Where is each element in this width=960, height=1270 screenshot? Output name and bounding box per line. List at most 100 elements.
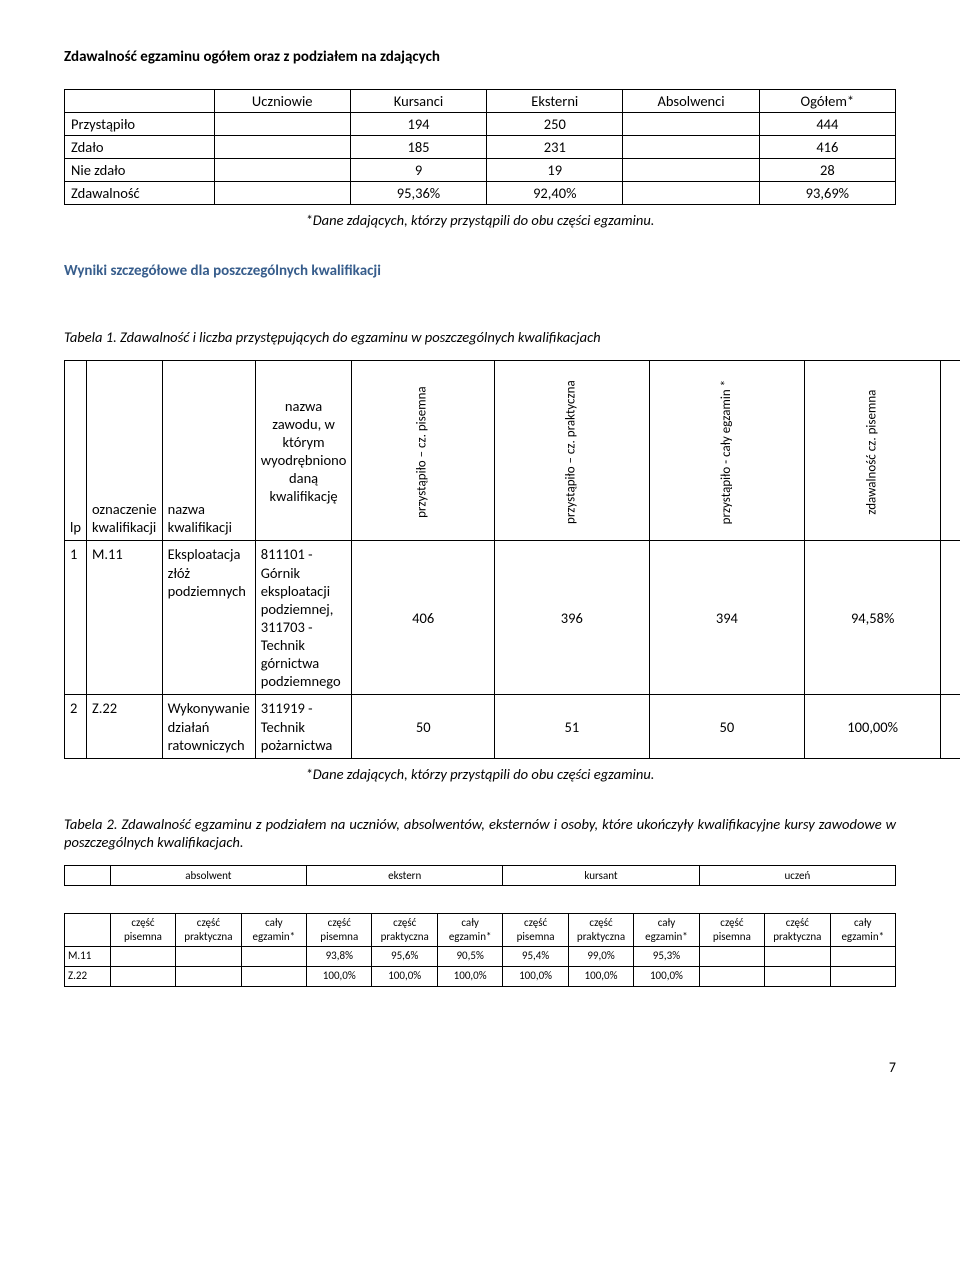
- cell: 95,36%: [350, 182, 486, 205]
- cell: 416: [759, 136, 895, 159]
- group-header-row: absolwent ekstern kursant uczeń: [65, 866, 896, 886]
- sub-header: część pisemna: [307, 914, 372, 947]
- table-header-row: lp oznaczenie kwalifikacji nazwa kwalifi…: [65, 361, 960, 541]
- heading-detailed: Wyniki szczegółowe dla poszczególnych kw…: [64, 262, 896, 281]
- table-row: Przystąpiło 194 250 444: [65, 112, 896, 135]
- row-label: Przystąpiło: [65, 112, 215, 135]
- table-row: 2 Z.22 Wykonywanie działań ratowniczych …: [65, 695, 960, 758]
- sub-header: część praktyczna: [765, 914, 830, 947]
- cell: 444: [759, 112, 895, 135]
- cell: 194: [350, 112, 486, 135]
- vertical-header: przystąpiło – cz. praktyczna: [564, 381, 580, 525]
- overall-results-table: Uczniowie Kursanci Eksterni Absolwenci O…: [64, 89, 896, 206]
- cell-nk: Wykonywanie działań ratowniczych: [162, 695, 255, 758]
- cell: 100,0%: [372, 966, 437, 986]
- cell: [176, 966, 241, 986]
- cell: 185: [350, 136, 486, 159]
- cell: [214, 182, 350, 205]
- row-label: Zdawalność: [65, 182, 215, 205]
- cell: 19: [487, 159, 623, 182]
- cell-oc: Z.22: [86, 695, 162, 758]
- cell-lp: 1: [65, 541, 87, 695]
- cell: 97,22%: [941, 541, 960, 695]
- header-oc: oznaczenie kwalifikacji: [86, 361, 162, 541]
- page-number: 7: [64, 1059, 896, 1077]
- row-label: M.11: [65, 946, 111, 966]
- cell: 50: [649, 695, 804, 758]
- cell: [241, 946, 306, 966]
- cell: 231: [487, 136, 623, 159]
- cell: 100,0%: [437, 966, 502, 986]
- table1-caption: Tabela 1. Zdawalność i liczba przystępuj…: [64, 328, 896, 346]
- group-header: uczeń: [699, 866, 895, 886]
- footnote-2: *Dane zdających, którzy przystąpili do o…: [64, 765, 896, 783]
- vertical-header: przystąpiło – cz. pisemna: [415, 387, 431, 519]
- header-blank: [65, 914, 111, 947]
- cell: 95,6%: [372, 946, 437, 966]
- cell: 9: [350, 159, 486, 182]
- sub-header: część pisemna: [503, 914, 568, 947]
- cell: 99,0%: [568, 946, 633, 966]
- cell: 100,0%: [634, 966, 699, 986]
- sub-header: cały egzamin*: [830, 914, 895, 947]
- header-cell: Absolwenci: [623, 89, 759, 112]
- cell: 250: [487, 112, 623, 135]
- header-nk: nazwa kwalifikacji: [162, 361, 255, 541]
- table-row: Nie zdało 9 19 28: [65, 159, 896, 182]
- cell: 100,0%: [503, 966, 568, 986]
- table-row: 1 M.11 Eksploatacja złóż podziemnych 811…: [65, 541, 960, 695]
- header-cell: Ogółem*: [759, 89, 895, 112]
- cell: [110, 946, 175, 966]
- table-row: Zdawalność 95,36% 92,40% 93,69%: [65, 182, 896, 205]
- header-v3: zdawalność cz. pisemna: [805, 361, 941, 541]
- cell: 396: [494, 541, 649, 695]
- spacer-row: [65, 886, 896, 914]
- row-label: Nie zdało: [65, 159, 215, 182]
- cell: 406: [352, 541, 495, 695]
- group-header: ekstern: [307, 866, 503, 886]
- header-v1: przystąpiło – cz. praktyczna: [494, 361, 649, 541]
- sub-header: część praktyczna: [568, 914, 633, 947]
- heading-overall: Zdawalność egzaminu ogółem oraz z podzia…: [64, 48, 896, 67]
- sub-header: część praktyczna: [176, 914, 241, 947]
- cell-oc: M.11: [86, 541, 162, 695]
- header-cell: [65, 89, 215, 112]
- cell: [623, 112, 759, 135]
- header-v4: zdawalność cz. praktyczna: [941, 361, 960, 541]
- header-nz: nazwa zawodu, w którym wyodrębniono daną…: [255, 361, 352, 541]
- cell: 51: [494, 695, 649, 758]
- cell: 95,3%: [634, 946, 699, 966]
- sub-header-row: część pisemna część praktyczna cały egza…: [65, 914, 896, 947]
- cell: 100,00%: [805, 695, 941, 758]
- sub-header: część pisemna: [110, 914, 175, 947]
- table2-caption: Tabela 2. Zdawalność egzaminu z podziałe…: [64, 815, 896, 851]
- cell: 93,69%: [759, 182, 895, 205]
- table-row: Zdało 185 231 416: [65, 136, 896, 159]
- cell-nk: Eksploatacja złóż podziemnych: [162, 541, 255, 695]
- cell: [765, 966, 830, 986]
- cell: 100,00%: [941, 695, 960, 758]
- cell: 100,0%: [568, 966, 633, 986]
- cell: [830, 946, 895, 966]
- header-lp: lp: [65, 361, 87, 541]
- cell-nz: 811101 - Górnik eksploatacji podziemnej,…: [255, 541, 352, 695]
- cell: 394: [649, 541, 804, 695]
- cell: [214, 136, 350, 159]
- vertical-header: przystąpiło - cały egzamin *: [719, 380, 735, 524]
- cell-lp: 2: [65, 695, 87, 758]
- cell: [623, 182, 759, 205]
- cell: [176, 946, 241, 966]
- cell: 90,5%: [437, 946, 502, 966]
- table-row: M.11 93,8% 95,6% 90,5% 95,4% 99,0% 95,3%: [65, 946, 896, 966]
- table-header-row: Uczniowie Kursanci Eksterni Absolwenci O…: [65, 89, 896, 112]
- cell: [699, 946, 764, 966]
- cell: [110, 966, 175, 986]
- cell: [765, 946, 830, 966]
- cell: [623, 159, 759, 182]
- cell: 50: [352, 695, 495, 758]
- sub-header: cały egzamin*: [634, 914, 699, 947]
- group-header: absolwent: [110, 866, 306, 886]
- cell-nz: 311919 - Technik pożarnictwa: [255, 695, 352, 758]
- cell: 100,0%: [307, 966, 372, 986]
- cell: [214, 159, 350, 182]
